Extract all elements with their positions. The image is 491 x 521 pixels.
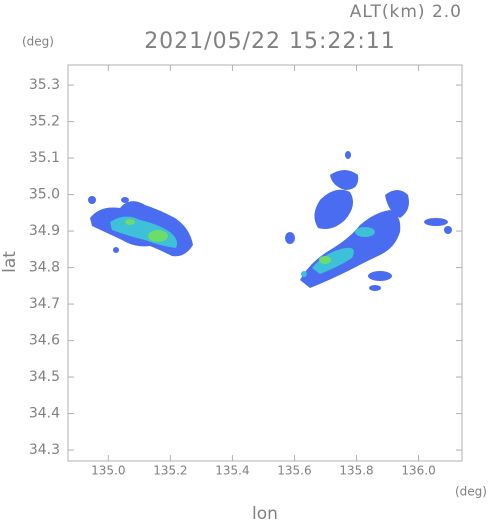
y-tick-label: 34.9 [29, 223, 60, 239]
y-axis-label: lat [0, 251, 20, 273]
x-axis-label: lon [252, 504, 278, 521]
chart-title: 2021/05/22 15:22:11 [144, 29, 396, 54]
y-tick-label: 35.1 [29, 150, 60, 166]
y-tick-label: 35.0 [29, 187, 60, 203]
y-tick-label: 34.6 [29, 333, 60, 349]
y-tick-label: 34.8 [29, 260, 60, 276]
y-tick-label: 34.7 [29, 296, 60, 312]
y-tick-label: 34.4 [29, 406, 60, 422]
x-unit: (deg) [455, 485, 487, 499]
plot-frame [67, 64, 463, 462]
x-tick-label: 135.6 [277, 464, 311, 478]
y-tick-label: 34.5 [29, 369, 60, 385]
x-tick-label: 135.8 [339, 464, 373, 478]
y-tick-label: 35.2 [29, 114, 60, 130]
radar-echoes [88, 151, 452, 291]
y-tick-label: 35.3 [29, 77, 60, 93]
y-tick-label: 34.3 [29, 442, 60, 458]
echo-right [285, 151, 452, 291]
x-tick-label: 135.0 [91, 464, 125, 478]
altitude-label: ALT(km) 2.0 [350, 2, 462, 22]
echo-right-core [319, 256, 331, 264]
x-tick-label: 136.0 [401, 464, 435, 478]
x-tick-label: 135.2 [153, 464, 187, 478]
x-tick-label: 135.4 [215, 464, 249, 478]
echo-right-mid [301, 227, 375, 277]
y-unit: (deg) [22, 35, 54, 49]
echo-left-core [125, 219, 168, 242]
